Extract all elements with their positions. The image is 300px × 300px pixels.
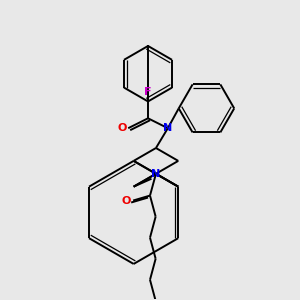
Text: N: N bbox=[163, 123, 172, 133]
Text: F: F bbox=[144, 86, 152, 97]
Text: O: O bbox=[118, 123, 127, 133]
Text: N: N bbox=[151, 169, 160, 179]
Text: O: O bbox=[122, 196, 131, 206]
